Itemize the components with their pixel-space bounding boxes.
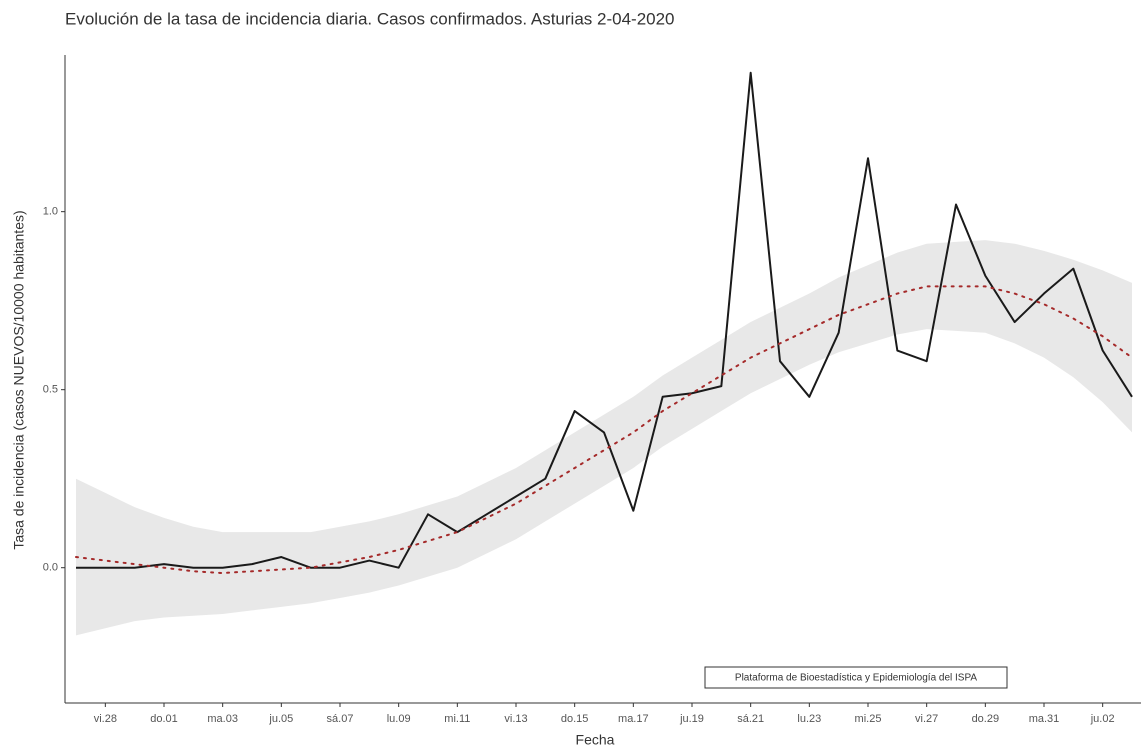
- annotation-box: [704, 666, 1008, 689]
- x-tick-label: ma.03: [207, 713, 238, 725]
- x-tick-label: do.29: [972, 713, 1000, 725]
- x-tick-label: ju.02: [1090, 713, 1115, 725]
- x-tick-label: mi.25: [855, 713, 882, 725]
- trend-line: [75, 285, 1133, 575]
- x-tick-label: vi.13: [504, 713, 527, 725]
- y-axis-label: Tasa de incidencia (casos NUEVOS/10000 h…: [11, 210, 27, 549]
- x-tick-label: ma.17: [618, 713, 649, 725]
- confidence-band: [76, 240, 1132, 636]
- x-tick-label: ma.31: [1029, 713, 1060, 725]
- x-tick-label: sá.07: [327, 713, 354, 725]
- x-axis-label: Fecha: [576, 732, 615, 748]
- y-tick-label: 0.0: [43, 562, 58, 574]
- annotation: Plataforma de Bioestadística y Epidemiol…: [735, 673, 977, 684]
- x-tick-label: lu.09: [387, 713, 411, 725]
- x-tick-label: lu.23: [797, 713, 821, 725]
- x-tick-label: mi.11: [444, 713, 470, 725]
- chart-title: Evolución de la tasa de incidencia diari…: [65, 9, 675, 28]
- x-tick-label: ju.19: [679, 713, 704, 725]
- data-line: [76, 71, 1133, 569]
- x-tick-label: vi.28: [94, 713, 117, 725]
- x-tick-label: ju.05: [268, 713, 293, 725]
- x-tick-label: vi.27: [915, 713, 938, 725]
- x-tick-label: do.01: [150, 713, 178, 725]
- y-tick-label: 0.5: [43, 384, 58, 396]
- x-tick-label: do.15: [561, 713, 589, 725]
- y-tick-label: 1.0: [43, 206, 58, 218]
- x-tick-label: sá.21: [737, 713, 764, 725]
